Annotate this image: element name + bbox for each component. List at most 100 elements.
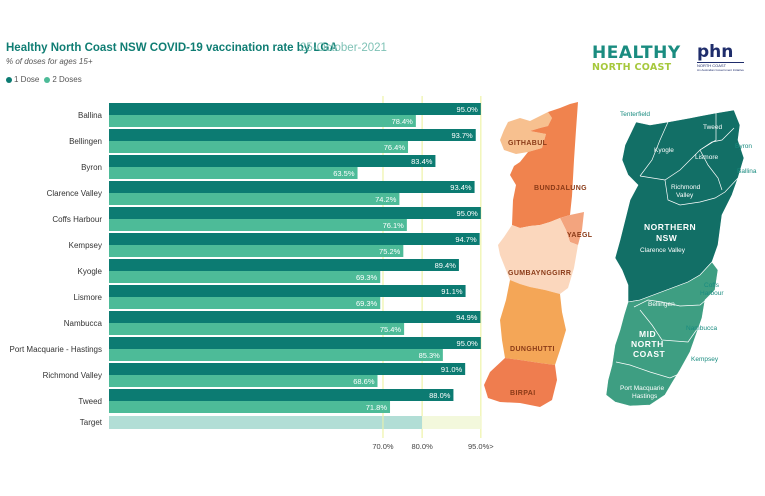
value-label-dose1: 89.4%	[435, 261, 457, 270]
map-label-ballina: Ballina	[737, 168, 757, 175]
value-label-dose2: 69.3%	[356, 273, 378, 282]
legend: 1 Dose 2 Doses	[6, 75, 82, 84]
map-label-gumbaynggirr: GUMBAYNGGIRR	[508, 270, 571, 277]
map-label-birpai: BIRPAI	[510, 390, 536, 397]
map-label-harbour: Harbour	[700, 290, 724, 297]
map-label-byron: Byron	[735, 143, 752, 150]
map-label-northern: NORTHERN	[644, 222, 696, 232]
map-region-bundjalung[interactable]	[510, 102, 578, 228]
category-label: Kempsey	[69, 241, 102, 250]
legend-item-dose1[interactable]: 1 Dose	[6, 75, 39, 84]
map-label-nsw: NSW	[656, 233, 678, 243]
value-label-dose1: 94.7%	[455, 235, 477, 244]
value-label-dose1: 95.0%	[457, 105, 479, 114]
map-region-birpai[interactable]	[484, 358, 557, 407]
value-label-dose2: 75.4%	[380, 325, 402, 334]
value-label-dose1: 93.7%	[451, 131, 473, 140]
map-label-bundjalung: BUNDJALUNG	[534, 185, 587, 192]
report-date: 25-October-2021	[300, 42, 387, 54]
bar-dose2[interactable]	[109, 219, 407, 231]
map-lgas: Tenterfield Tweed Byron Ballina Kyogle L…	[605, 109, 757, 407]
legend-label-dose1: 1 Dose	[14, 75, 40, 84]
bar-dose2[interactable]	[109, 115, 416, 127]
category-label: Bellingen	[69, 137, 102, 146]
value-label-dose2: 74.2%	[375, 195, 397, 204]
bar-dose2[interactable]	[109, 323, 405, 335]
bar-dose1[interactable]	[109, 285, 466, 297]
value-label-dose1: 94.9%	[456, 313, 478, 322]
bar-dose1[interactable]	[109, 259, 459, 271]
phn-logo: phn NORTH COAST An Australian Government…	[697, 44, 744, 72]
map-region-northern-nsw[interactable]	[614, 109, 745, 303]
category-label: Port Macquarie - Hastings	[10, 345, 102, 354]
logo-phn-north-coast: NORTH COAST	[697, 62, 744, 68]
map-label-port-macquarie: Port Macquarie	[620, 385, 664, 392]
category-label: Ballina	[78, 111, 103, 120]
bar-dose1[interactable]	[109, 129, 476, 141]
x-axis-ticks: 70.0% 80.0% 95.0%>	[372, 442, 494, 451]
value-label-dose1: 95.0%	[457, 339, 479, 348]
map-label-lismore: Lismore	[695, 154, 719, 161]
map-label-valley: Valley	[676, 192, 694, 199]
value-label-dose1: 88.0%	[429, 391, 451, 400]
map-label-dunghutti: DUNGHUTTI	[510, 346, 555, 353]
bar-dose2[interactable]	[109, 349, 443, 361]
bar-dose1[interactable]	[109, 103, 481, 115]
bar-dose1[interactable]	[109, 337, 481, 349]
bar-dose1[interactable]	[109, 155, 436, 167]
value-label-dose2: 76.4%	[384, 143, 406, 152]
map-region-mid-north-coast[interactable]	[605, 261, 719, 407]
map-label-kempsey: Kempsey	[691, 356, 719, 363]
value-label-dose2: 68.6%	[353, 377, 375, 386]
bar-dose2[interactable]	[109, 193, 400, 205]
value-label-dose2: 69.3%	[356, 299, 378, 308]
bar-dose2[interactable]	[109, 167, 358, 179]
map-label-mid: MID	[639, 329, 656, 339]
value-label-dose1: 91.0%	[441, 365, 463, 374]
legend-item-dose2[interactable]: 2 Doses	[44, 75, 82, 84]
bar-dose1[interactable]	[109, 181, 475, 193]
map-label-tweed: Tweed	[703, 124, 723, 131]
value-label-dose1: 95.0%	[457, 209, 479, 218]
map-region-gumbaynggirr[interactable]	[498, 218, 578, 294]
value-label-dose1: 91.1%	[441, 287, 463, 296]
value-label-dose1: 83.4%	[411, 157, 433, 166]
target-bar-high[interactable]	[422, 416, 481, 429]
map-region-yaegl[interactable]	[560, 212, 584, 245]
value-label-dose2: 63.5%	[333, 169, 355, 178]
bar-dose2[interactable]	[109, 297, 381, 309]
logo-phn-text: phn	[697, 42, 734, 62]
category-label: Clarence Valley	[47, 189, 102, 198]
lga-boundaries	[615, 113, 739, 379]
bar-dose1[interactable]	[109, 311, 481, 323]
x-tick-label: 70.0%	[372, 442, 394, 451]
value-label-dose2: 76.1%	[383, 221, 405, 230]
logo-phn-initiative: An Australian Government Initiative	[697, 68, 744, 72]
category-label: Byron	[81, 163, 102, 172]
map-label-hastings: Hastings	[632, 393, 658, 400]
bar-dose1[interactable]	[109, 207, 481, 219]
target-bar-low[interactable]	[109, 416, 423, 429]
category-label: Tweed	[78, 397, 102, 406]
map-region-githabul[interactable]	[500, 112, 552, 154]
map-label-nambucca: Nambucca	[686, 325, 717, 332]
map-label-bellingen: Bellingen	[648, 301, 675, 308]
bar-dose2[interactable]	[109, 141, 409, 153]
map-label-kyogle: Kyogle	[654, 147, 674, 154]
map-label-clarence-valley: Clarence Valley	[640, 247, 686, 254]
bar-dose1[interactable]	[109, 233, 480, 245]
bar-dose1[interactable]	[109, 389, 454, 401]
map-aboriginal-nations: GITHABUL BUNDJALUNG YAEGL GUMBAYNGGIRR D…	[484, 102, 592, 407]
bar-dose1[interactable]	[109, 363, 466, 375]
category-label: Coffs Harbour	[52, 215, 102, 224]
bar-dose2[interactable]	[109, 401, 391, 413]
x-tick-label: 95.0%>	[468, 442, 494, 451]
map-label-richmond: Richmond	[671, 184, 701, 191]
bar-dose2[interactable]	[109, 375, 378, 387]
map-region-dunghutti[interactable]	[500, 280, 566, 365]
bar-dose2[interactable]	[109, 245, 404, 257]
value-label-dose1: 93.4%	[450, 183, 472, 192]
bar-dose2[interactable]	[109, 271, 381, 283]
chart-subtitle: % of doses for ages 15+	[6, 57, 93, 66]
